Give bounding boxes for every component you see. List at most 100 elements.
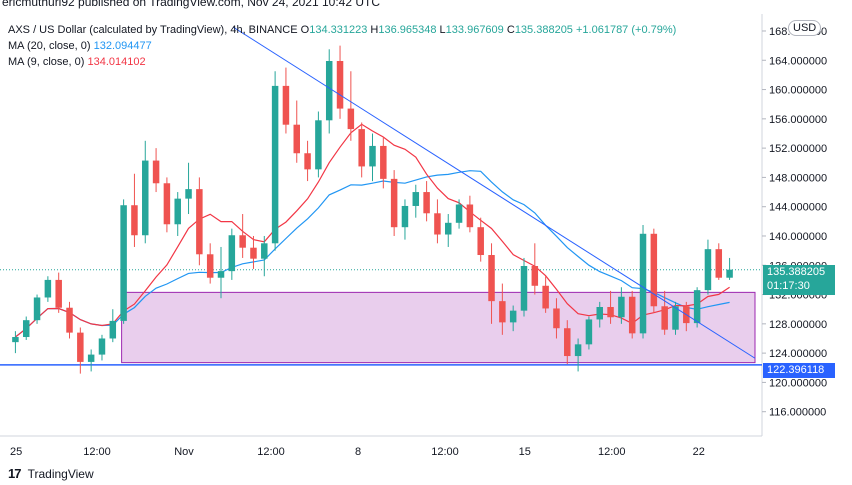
candle-body — [325, 61, 333, 121]
brand-name: TradingView — [27, 467, 94, 481]
candle — [66, 301, 73, 339]
candle — [564, 320, 571, 365]
y-tick-label: 160.000000 — [769, 85, 827, 97]
ma20-legend-row[interactable]: MA (20, close, 0) 132.094477 — [8, 38, 676, 54]
ma9-legend-row[interactable]: MA (9, close, 0) 134.014102 — [8, 54, 676, 70]
candle — [271, 71, 279, 251]
y-tick-label: 128.000000 — [769, 319, 827, 331]
candle — [196, 177, 203, 266]
candle-body — [336, 61, 344, 109]
candle-body — [412, 192, 420, 206]
candle — [488, 243, 495, 324]
candle — [499, 283, 506, 335]
candle — [466, 195, 474, 233]
candle-body — [250, 247, 257, 259]
candle — [163, 177, 171, 233]
candle — [639, 225, 647, 339]
candle — [628, 290, 636, 339]
candle-body — [390, 178, 398, 228]
candle — [206, 243, 214, 284]
close-label: C — [506, 24, 515, 36]
candle-body — [120, 205, 127, 321]
candle-body — [131, 205, 138, 236]
candle-body — [639, 233, 647, 334]
candle — [325, 49, 333, 134]
candle — [217, 246, 225, 299]
candle — [509, 305, 517, 332]
candle — [22, 316, 30, 340]
candle — [120, 199, 127, 324]
y-tick-label: 120.000000 — [769, 377, 827, 389]
candle — [445, 214, 452, 247]
candle — [131, 173, 138, 247]
candle-body — [44, 279, 52, 298]
demand-zone-rect — [121, 291, 756, 364]
chart-legend: AXS / US Dollar (calculated by TradingVi… — [8, 22, 676, 70]
tradingview-logo-icon: 17 — [8, 466, 22, 481]
candle-body — [315, 120, 322, 170]
candle-body — [98, 338, 106, 355]
candle-body — [196, 189, 203, 255]
candle — [304, 140, 311, 182]
candle-body — [423, 192, 430, 214]
candle — [650, 228, 658, 313]
candle — [618, 287, 625, 324]
candle-body — [466, 204, 474, 228]
candle — [293, 100, 300, 163]
candle-body — [477, 227, 484, 256]
candle-body — [542, 285, 549, 309]
candle-body — [66, 307, 73, 333]
open-label: O — [300, 24, 310, 36]
candle-body — [304, 153, 311, 170]
candle — [553, 298, 560, 339]
ma20-line — [15, 170, 730, 338]
candle — [336, 45, 344, 119]
candle — [434, 199, 441, 244]
candle — [109, 309, 117, 343]
support-level-label: 122.396118 — [763, 363, 835, 378]
candle — [239, 214, 246, 258]
candle-body — [499, 301, 506, 323]
candle — [261, 235, 268, 277]
x-tick-label: 15 — [519, 446, 531, 458]
candle — [347, 71, 355, 141]
candle — [726, 257, 733, 280]
candle — [607, 290, 614, 324]
candle — [704, 239, 712, 295]
candle — [412, 184, 420, 218]
candle-body — [239, 235, 246, 248]
y-tick-label: 164.000000 — [769, 55, 827, 67]
candle-body — [55, 279, 62, 308]
y-tick-label: 124.000000 — [769, 348, 827, 360]
candle — [574, 338, 582, 372]
price-chart[interactable]: 116.000000 120.000000 124.000000 128.000000… — [0, 14, 852, 464]
candle — [585, 316, 593, 350]
candle-body — [77, 332, 84, 362]
ma20-value: 132.094477 — [93, 40, 152, 52]
candle — [12, 331, 19, 354]
y-tick-label: 144.000000 — [769, 202, 827, 214]
candle — [715, 243, 723, 280]
close-value: 135.388205 — [514, 24, 573, 36]
low-label: L — [439, 24, 446, 36]
candle-body — [369, 145, 376, 167]
candle-body — [33, 297, 41, 321]
candle-body — [704, 249, 712, 291]
candle — [380, 137, 387, 189]
axis-lines — [0, 14, 763, 437]
candle-body — [672, 306, 679, 330]
candle — [358, 122, 365, 178]
candle-body — [185, 189, 192, 199]
candle — [401, 199, 409, 240]
currency-badge[interactable]: USD — [788, 20, 822, 36]
candle — [423, 181, 430, 222]
candle-body — [434, 213, 441, 235]
candle — [55, 272, 62, 313]
candle — [531, 243, 539, 295]
ma9-value: 134.014102 — [87, 56, 146, 68]
candle-body — [488, 255, 495, 302]
candle — [77, 327, 84, 374]
x-tick-label: 8 — [355, 446, 361, 458]
candle — [152, 148, 160, 193]
candle-body — [228, 235, 236, 272]
